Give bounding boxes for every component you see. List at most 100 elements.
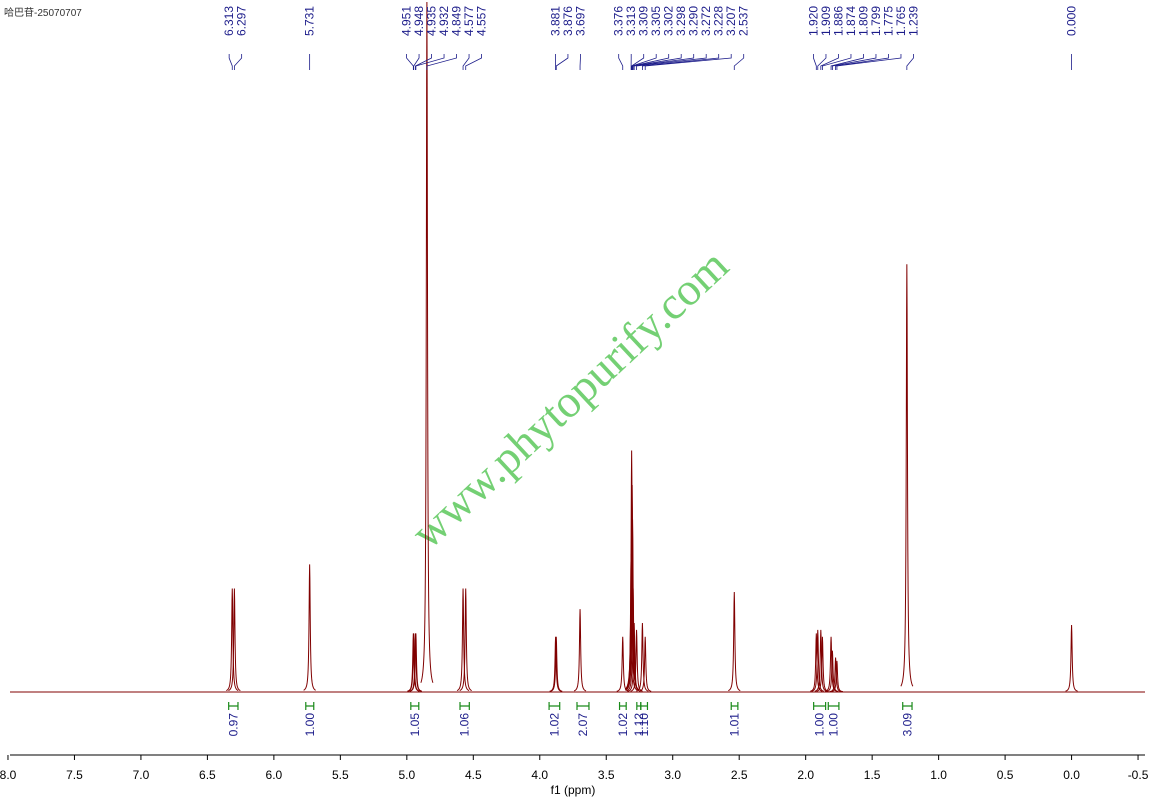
peak-connector	[465, 54, 482, 70]
peak-label: 3.313	[624, 6, 638, 36]
peak-label: 6.297	[235, 6, 249, 36]
peak-label: 3.876	[561, 6, 575, 36]
peak-connector	[462, 54, 470, 70]
x-tick-label: 3.5	[598, 768, 615, 782]
peak-label: 3.290	[687, 6, 701, 36]
peak-label: 1.920	[806, 6, 820, 36]
peak	[814, 629, 827, 692]
peak-connector	[631, 54, 657, 70]
peak-connector	[813, 54, 817, 70]
integral-label: 1.00	[813, 713, 827, 737]
peak	[228, 588, 241, 692]
integral-label: 1.06	[458, 713, 472, 737]
peak-label: 2.537	[737, 6, 751, 36]
peak	[573, 609, 587, 692]
peak	[420, 1, 434, 683]
peak	[826, 650, 839, 692]
integral-bracket	[902, 702, 913, 710]
peak-label: 3.207	[724, 6, 738, 36]
peak-label: 1.809	[856, 6, 870, 36]
peak	[636, 622, 649, 692]
peak-label: 3.376	[612, 6, 626, 36]
peak-label: 4.948	[412, 6, 426, 36]
x-tick-label: 1.0	[930, 768, 947, 782]
peak-connector	[642, 54, 720, 70]
peak	[226, 588, 239, 692]
peak-connector	[413, 54, 420, 70]
peak-label: 4.577	[462, 6, 476, 36]
chart-title: 哈巴苷-25070707	[4, 6, 82, 19]
integral-label: 1.12	[632, 713, 646, 737]
peak-label: 1.874	[844, 6, 858, 36]
x-tick-label: 6.5	[199, 768, 216, 782]
x-tick-label: 5.5	[332, 768, 349, 782]
peak	[630, 629, 643, 692]
x-tick-label: 1.5	[864, 768, 881, 782]
peak	[1065, 625, 1078, 692]
peak-connector	[820, 54, 839, 70]
integral-bracket	[548, 702, 561, 710]
peak-connector	[817, 54, 827, 70]
peak-label: 3.309	[637, 6, 651, 36]
peak-connector	[636, 54, 707, 70]
integral-bracket	[618, 702, 627, 710]
peak-connector	[406, 54, 414, 70]
peak-connector	[228, 54, 233, 70]
peak-connector	[836, 54, 902, 70]
watermark: www.phytopurify.com	[401, 239, 738, 558]
integral-label: 1.02	[547, 713, 561, 737]
x-tick-label: 6.0	[266, 768, 283, 782]
peak	[409, 633, 423, 692]
peak	[728, 591, 741, 692]
peak-connector	[830, 54, 864, 70]
peak	[456, 588, 470, 692]
x-tick-label: 0.0	[1063, 768, 1080, 782]
peak-connector	[632, 54, 670, 70]
peak-connector	[555, 54, 569, 70]
peak-connector	[835, 54, 889, 70]
peak-label: 4.935	[425, 6, 439, 36]
integral-bracket	[459, 702, 470, 710]
peak	[900, 264, 914, 687]
peak-label: 0.000	[1065, 6, 1079, 36]
peak	[459, 588, 472, 692]
integral-bracket	[228, 702, 239, 710]
peak-connector	[618, 54, 624, 70]
peak-connector	[906, 54, 914, 70]
peak-label: 3.697	[573, 6, 587, 36]
peak-label: 4.849	[450, 6, 464, 36]
peak-label: 1.239	[906, 6, 920, 36]
integral-bracket	[410, 702, 420, 710]
peak-label: 1.909	[819, 6, 833, 36]
x-tick-label: 7.5	[66, 768, 83, 782]
integral-bracket	[813, 702, 827, 710]
peak-connector	[822, 54, 852, 70]
integral-bracket	[305, 702, 315, 710]
integral-label: 2.07	[576, 713, 590, 737]
peak-label: 1.799	[869, 6, 883, 36]
integral-label: 0.97	[226, 713, 240, 737]
peak-label: 4.932	[437, 6, 451, 36]
peak	[810, 633, 823, 692]
peak-label: 3.305	[649, 6, 663, 36]
x-tick-label: 5.0	[398, 768, 415, 782]
peak-label: 5.731	[303, 6, 317, 36]
peak-label: 3.228	[712, 6, 726, 36]
x-tick-label: 7.0	[133, 768, 150, 782]
integral-bracket	[640, 702, 649, 710]
peak-connector	[831, 54, 877, 70]
peak-connector	[426, 54, 457, 70]
integral-bracket	[827, 702, 840, 710]
integral-label: 1.05	[408, 713, 422, 737]
peak-connector	[733, 54, 745, 70]
x-tick-label: 8.0	[0, 768, 17, 782]
integral-label: 3.09	[900, 713, 914, 737]
peak-label: 3.881	[548, 6, 562, 36]
peak-label: 4.557	[475, 6, 489, 36]
peak-label: 6.313	[222, 6, 236, 36]
integral-label: 1.02	[616, 713, 630, 737]
peak-label: 3.298	[674, 6, 688, 36]
peak	[830, 660, 843, 693]
peak-connector	[633, 54, 695, 70]
